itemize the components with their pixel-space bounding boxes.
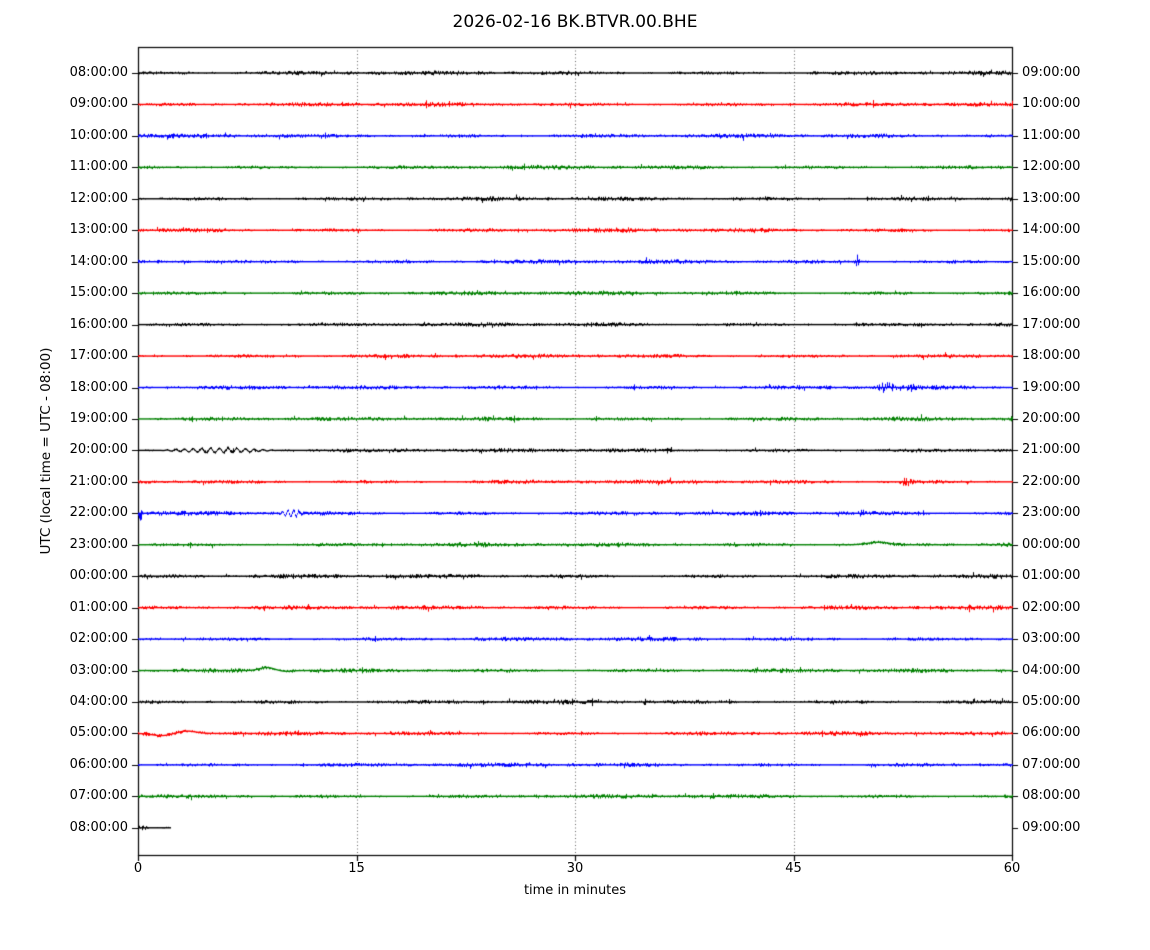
left-time-label: 21:00:00 xyxy=(69,473,128,489)
x-axis-label: time in minutes xyxy=(523,883,627,898)
x-tick-label: 45 xyxy=(785,861,802,876)
left-time-label: 10:00:00 xyxy=(69,127,128,143)
left-time-label: 06:00:00 xyxy=(69,756,128,772)
left-time-label: 22:00:00 xyxy=(69,505,128,521)
right-time-label: 00:00:00 xyxy=(1022,536,1081,552)
left-time-label: 17:00:00 xyxy=(69,348,128,364)
right-time-label: 21:00:00 xyxy=(1022,442,1081,458)
chart-title: 2026-02-16 BK.BTVR.00.BHE xyxy=(452,12,698,32)
x-tick-label: 60 xyxy=(1003,861,1021,876)
x-tick-label: 0 xyxy=(133,861,143,876)
left-time-label: 08:00:00 xyxy=(69,819,128,835)
x-tick-label: 15 xyxy=(348,861,365,876)
left-time-label: 05:00:00 xyxy=(69,725,128,741)
right-time-label: 17:00:00 xyxy=(1022,316,1081,332)
right-time-label: 04:00:00 xyxy=(1022,662,1081,678)
right-time-label: 15:00:00 xyxy=(1022,253,1081,269)
right-time-label: 23:00:00 xyxy=(1022,505,1081,521)
right-time-label: 14:00:00 xyxy=(1022,222,1081,238)
right-time-label: 12:00:00 xyxy=(1022,159,1081,175)
right-time-label: 16:00:00 xyxy=(1022,285,1081,301)
right-time-label: 08:00:00 xyxy=(1022,788,1081,804)
left-time-label: 07:00:00 xyxy=(69,788,128,804)
left-time-label: 01:00:00 xyxy=(69,599,128,615)
right-time-label: 10:00:00 xyxy=(1022,96,1081,112)
left-time-label: 16:00:00 xyxy=(69,316,128,332)
right-time-label: 07:00:00 xyxy=(1022,756,1081,772)
right-time-label: 01:00:00 xyxy=(1022,568,1081,584)
left-time-label: 23:00:00 xyxy=(69,536,128,552)
right-time-label: 11:00:00 xyxy=(1022,127,1081,143)
left-time-label: 08:00:00 xyxy=(69,65,128,80)
left-time-label: 14:00:00 xyxy=(69,253,128,269)
left-time-label: 20:00:00 xyxy=(69,442,128,458)
right-time-label: 19:00:00 xyxy=(1022,379,1081,395)
left-time-label: 11:00:00 xyxy=(69,159,128,175)
right-time-label: 02:00:00 xyxy=(1022,599,1081,615)
x-tick-label: 30 xyxy=(566,861,584,876)
left-time-label: 02:00:00 xyxy=(69,631,128,647)
left-time-label: 03:00:00 xyxy=(69,662,128,678)
right-time-label: 09:00:00 xyxy=(1022,819,1081,835)
left-time-label: 18:00:00 xyxy=(69,379,128,395)
right-time-label: 20:00:00 xyxy=(1022,410,1081,426)
right-time-label: 09:00:00 xyxy=(1022,65,1081,80)
left-time-label: 12:00:00 xyxy=(69,190,128,206)
right-time-label: 13:00:00 xyxy=(1022,190,1081,206)
left-time-label: 00:00:00 xyxy=(69,568,128,584)
left-time-label: 19:00:00 xyxy=(69,410,128,426)
right-time-label: 22:00:00 xyxy=(1022,473,1081,489)
left-time-label: 09:00:00 xyxy=(69,96,128,112)
right-time-label: 06:00:00 xyxy=(1022,725,1081,741)
left-time-label: 13:00:00 xyxy=(69,222,128,238)
left-time-label: 04:00:00 xyxy=(69,694,128,709)
right-time-label: 03:00:00 xyxy=(1022,631,1081,647)
right-time-label: 18:00:00 xyxy=(1022,348,1081,364)
left-time-label: 15:00:00 xyxy=(69,285,128,301)
right-time-label: 05:00:00 xyxy=(1022,694,1081,709)
